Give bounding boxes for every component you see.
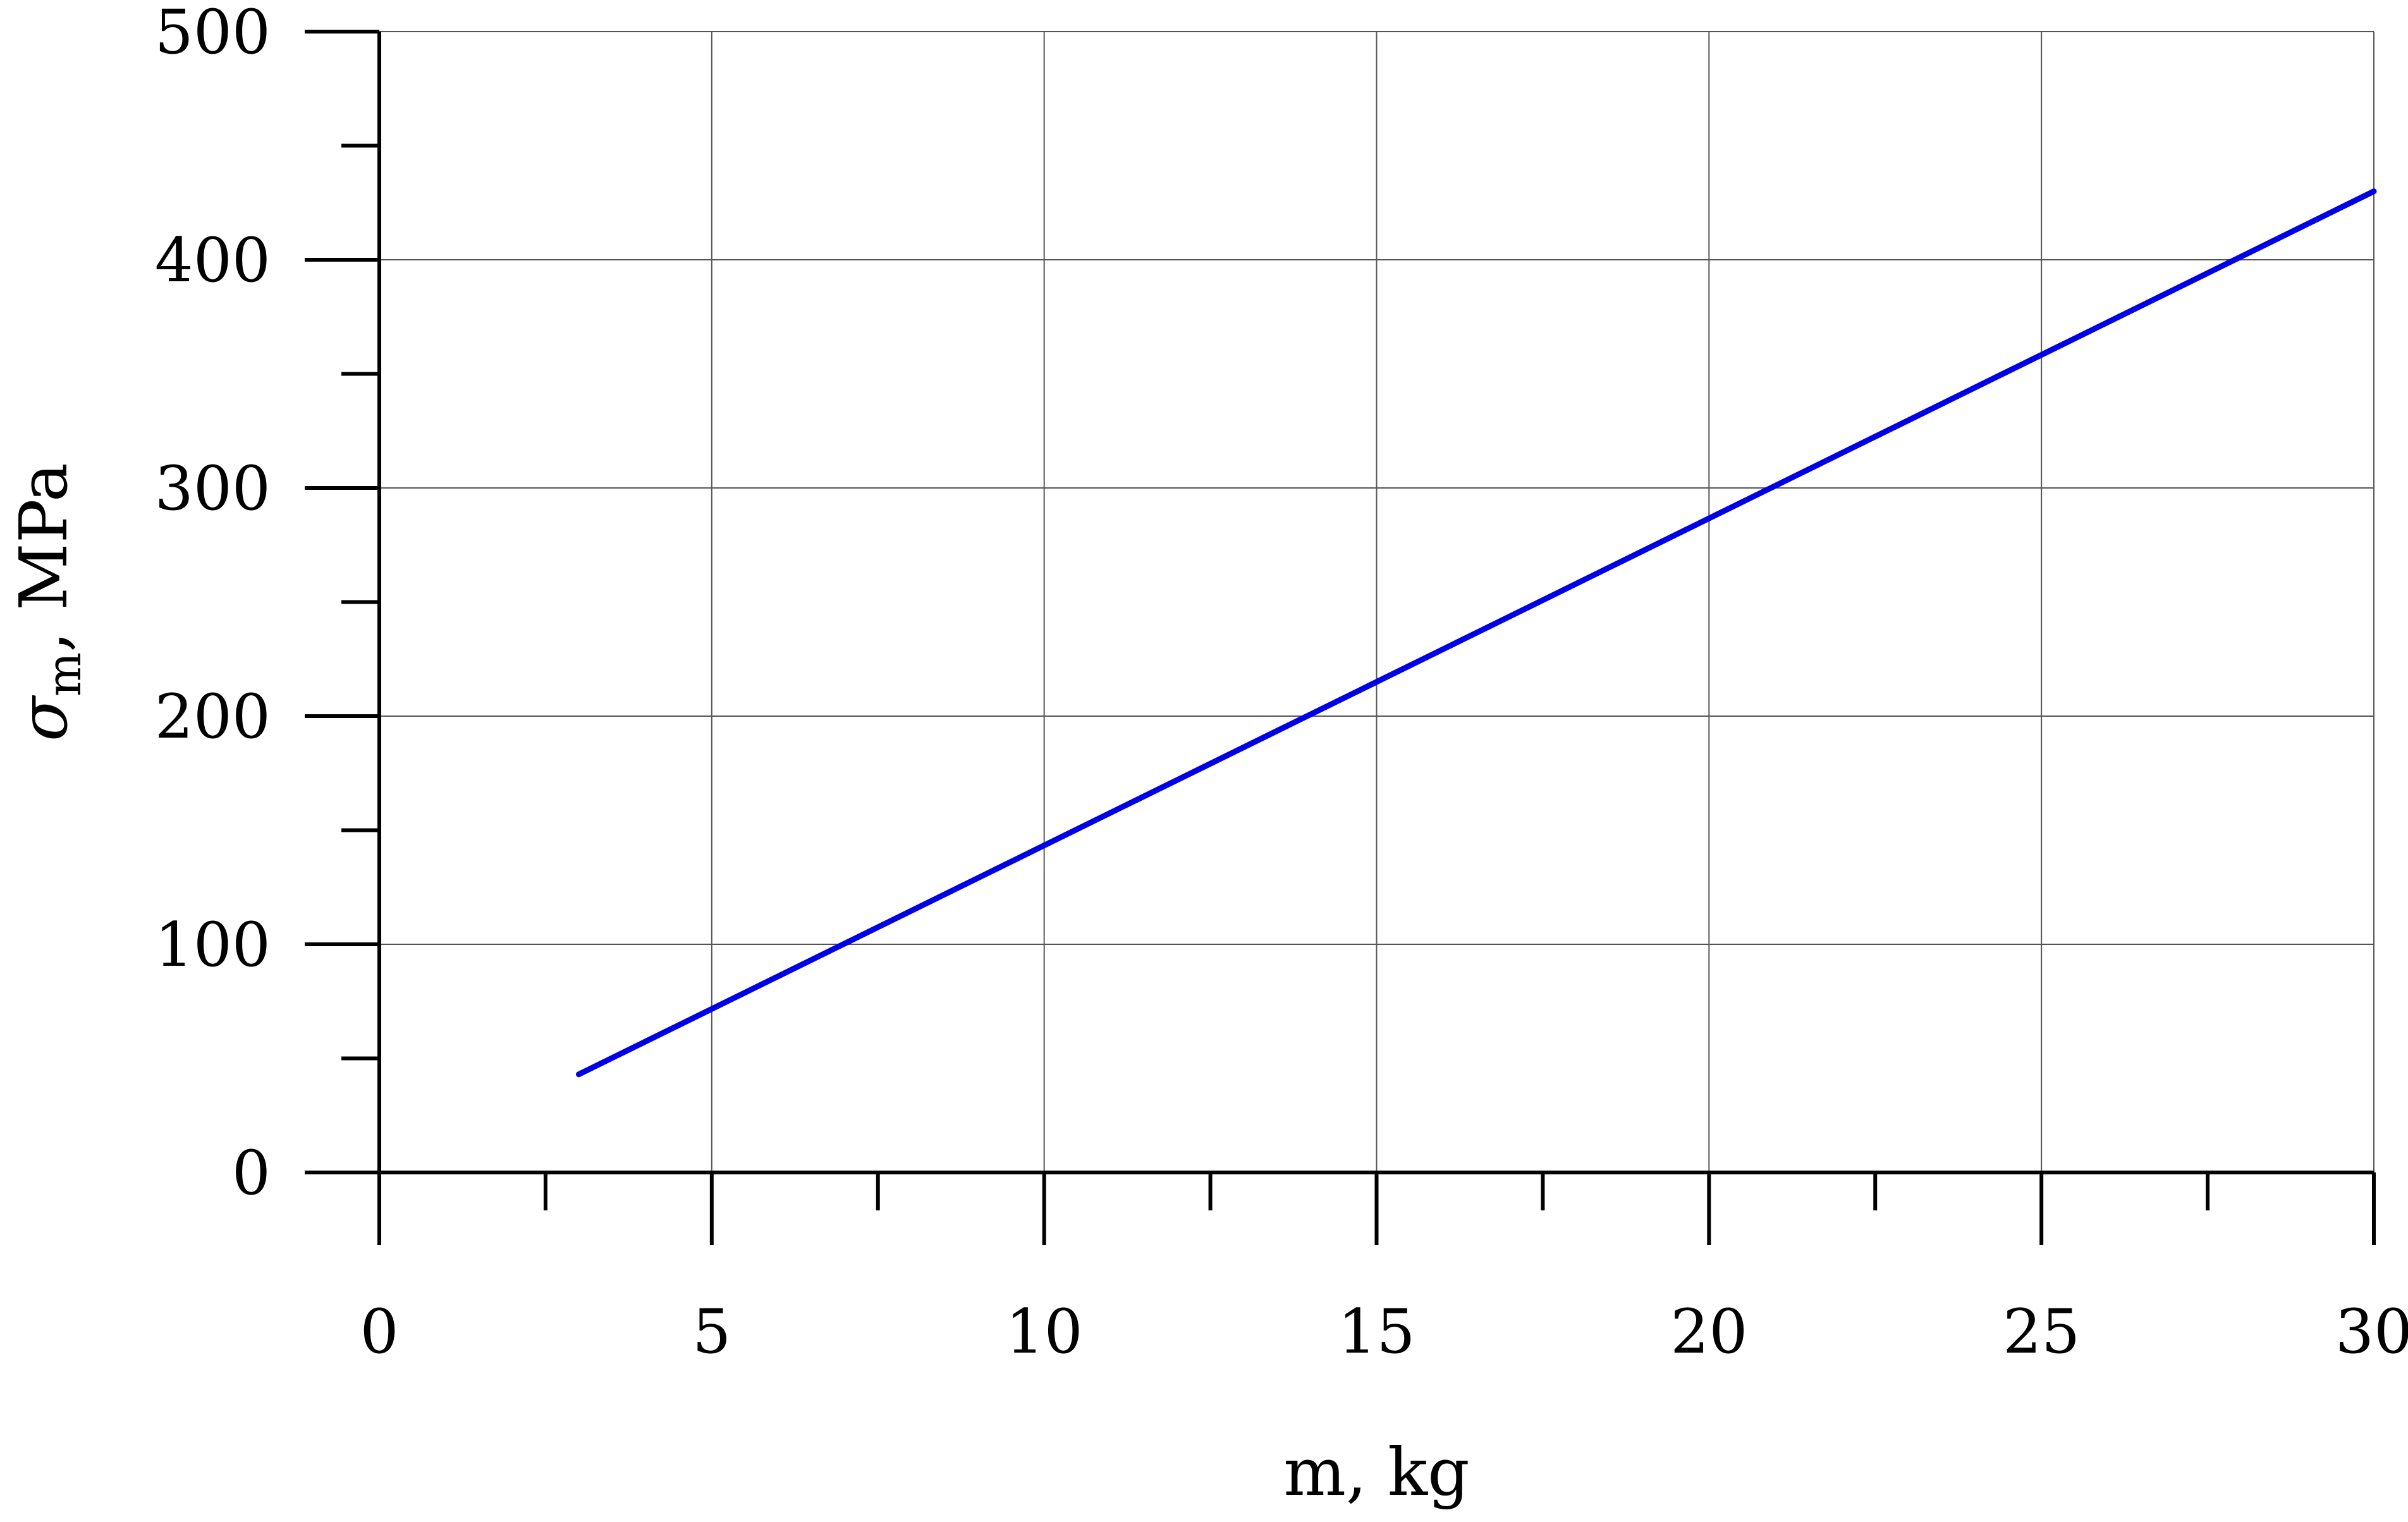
x-tick-labels: 0 5 10 15 20 25 30 (360, 1296, 2408, 1367)
y-tick-label: 500 (155, 0, 271, 68)
y-axis-symbol: σ (5, 695, 82, 741)
x-tick-label: 25 (2003, 1296, 2080, 1367)
series (576, 188, 2377, 1078)
x-tick-label: 15 (1338, 1296, 1415, 1367)
y-tick-label: 300 (155, 453, 271, 524)
series-line (576, 188, 2377, 1078)
y-tick-label: 200 (155, 681, 271, 752)
y-tick-labels: 0 100 200 300 400 500 (155, 0, 271, 1208)
x-tick-label: 10 (1006, 1296, 1083, 1367)
x-tick-label: 5 (692, 1296, 731, 1367)
x-axis-title: m, kg (1283, 1434, 1469, 1511)
y-tick-label: 400 (155, 225, 271, 296)
y-axis-subscript: m (37, 652, 92, 697)
x-tick-label: 0 (360, 1296, 398, 1367)
x-tick-label: 20 (1670, 1296, 1747, 1367)
grid (379, 31, 2374, 1172)
y-tick-label: 0 (232, 1138, 271, 1208)
ticks (305, 30, 2376, 1245)
y-tick-label: 100 (155, 910, 271, 980)
y-axis-title: σm, MPa (5, 463, 92, 741)
x-tick-label: 30 (2335, 1296, 2408, 1367)
axes (305, 32, 2374, 1174)
y-axis-unit: , MPa (5, 463, 82, 652)
